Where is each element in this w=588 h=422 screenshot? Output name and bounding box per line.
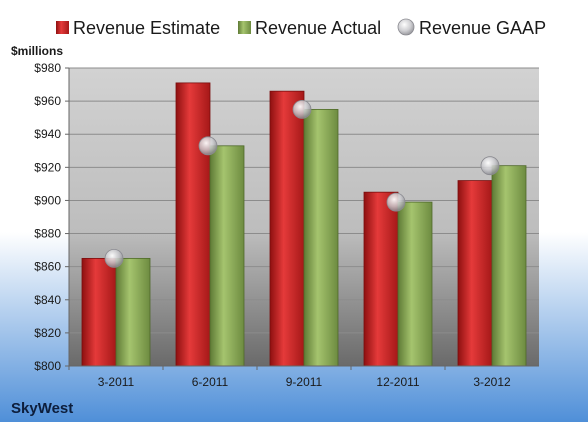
bar-revenue-estimate xyxy=(457,180,493,367)
legend-label-actual: Revenue Actual xyxy=(255,18,381,38)
bar-revenue-actual xyxy=(115,257,151,367)
bar-revenue-actual xyxy=(397,201,433,367)
legend: Revenue Estimate Revenue Actual Revenue … xyxy=(56,18,546,38)
bar-revenue-estimate xyxy=(175,82,211,367)
legend-label-estimate: Revenue Estimate xyxy=(73,18,220,38)
y-tick-label: $960 xyxy=(34,94,61,108)
x-tick-label: 6-2011 xyxy=(192,375,229,389)
y-tick-label: $800 xyxy=(34,359,61,373)
x-tick-labels: 3-2011 6-2011 9-2011 12-2011 3-2012 xyxy=(68,366,511,389)
marker-revenue-gaap xyxy=(480,156,500,176)
bar-revenue-actual xyxy=(209,145,245,367)
x-tick-label: 3-2012 xyxy=(473,375,511,389)
y-tick-label: $840 xyxy=(34,293,61,307)
y-tick-label: $920 xyxy=(34,160,61,174)
marker-revenue-gaap xyxy=(292,99,312,119)
y-tick-label: $980 xyxy=(34,61,61,75)
bar-revenue-estimate xyxy=(269,90,305,367)
legend-swatch-actual xyxy=(238,21,251,34)
y-tick-label: $940 xyxy=(34,127,61,141)
bar-revenue-estimate xyxy=(81,257,117,367)
bar-revenue-estimate xyxy=(363,191,399,367)
y-tick-label: $820 xyxy=(34,326,61,340)
x-tick-label: 12-2011 xyxy=(376,375,419,389)
y-tick-label: $900 xyxy=(34,193,61,207)
x-tick-label: 3-2011 xyxy=(98,375,135,389)
marker-revenue-gaap xyxy=(198,136,218,156)
legend-label-gaap: Revenue GAAP xyxy=(419,18,546,38)
y-axis-unit-label: $millions xyxy=(11,44,63,58)
gaap-markers xyxy=(104,99,500,268)
y-tick-label: $880 xyxy=(34,227,61,241)
legend-marker-gaap xyxy=(397,18,415,36)
marker-revenue-gaap xyxy=(386,192,406,212)
x-tick-label: 9-2011 xyxy=(286,375,323,389)
y-tick-label: $860 xyxy=(34,260,61,274)
marker-revenue-gaap xyxy=(104,248,124,268)
y-tick-labels: $800 $820 $840 $860 $880 $900 $920 $940 $960 $980 xyxy=(34,61,61,373)
legend-swatch-estimate xyxy=(56,21,69,34)
company-name: SkyWest xyxy=(11,400,73,417)
bar-revenue-actual xyxy=(491,165,527,367)
bars xyxy=(81,82,527,367)
bar-revenue-actual xyxy=(303,108,339,367)
